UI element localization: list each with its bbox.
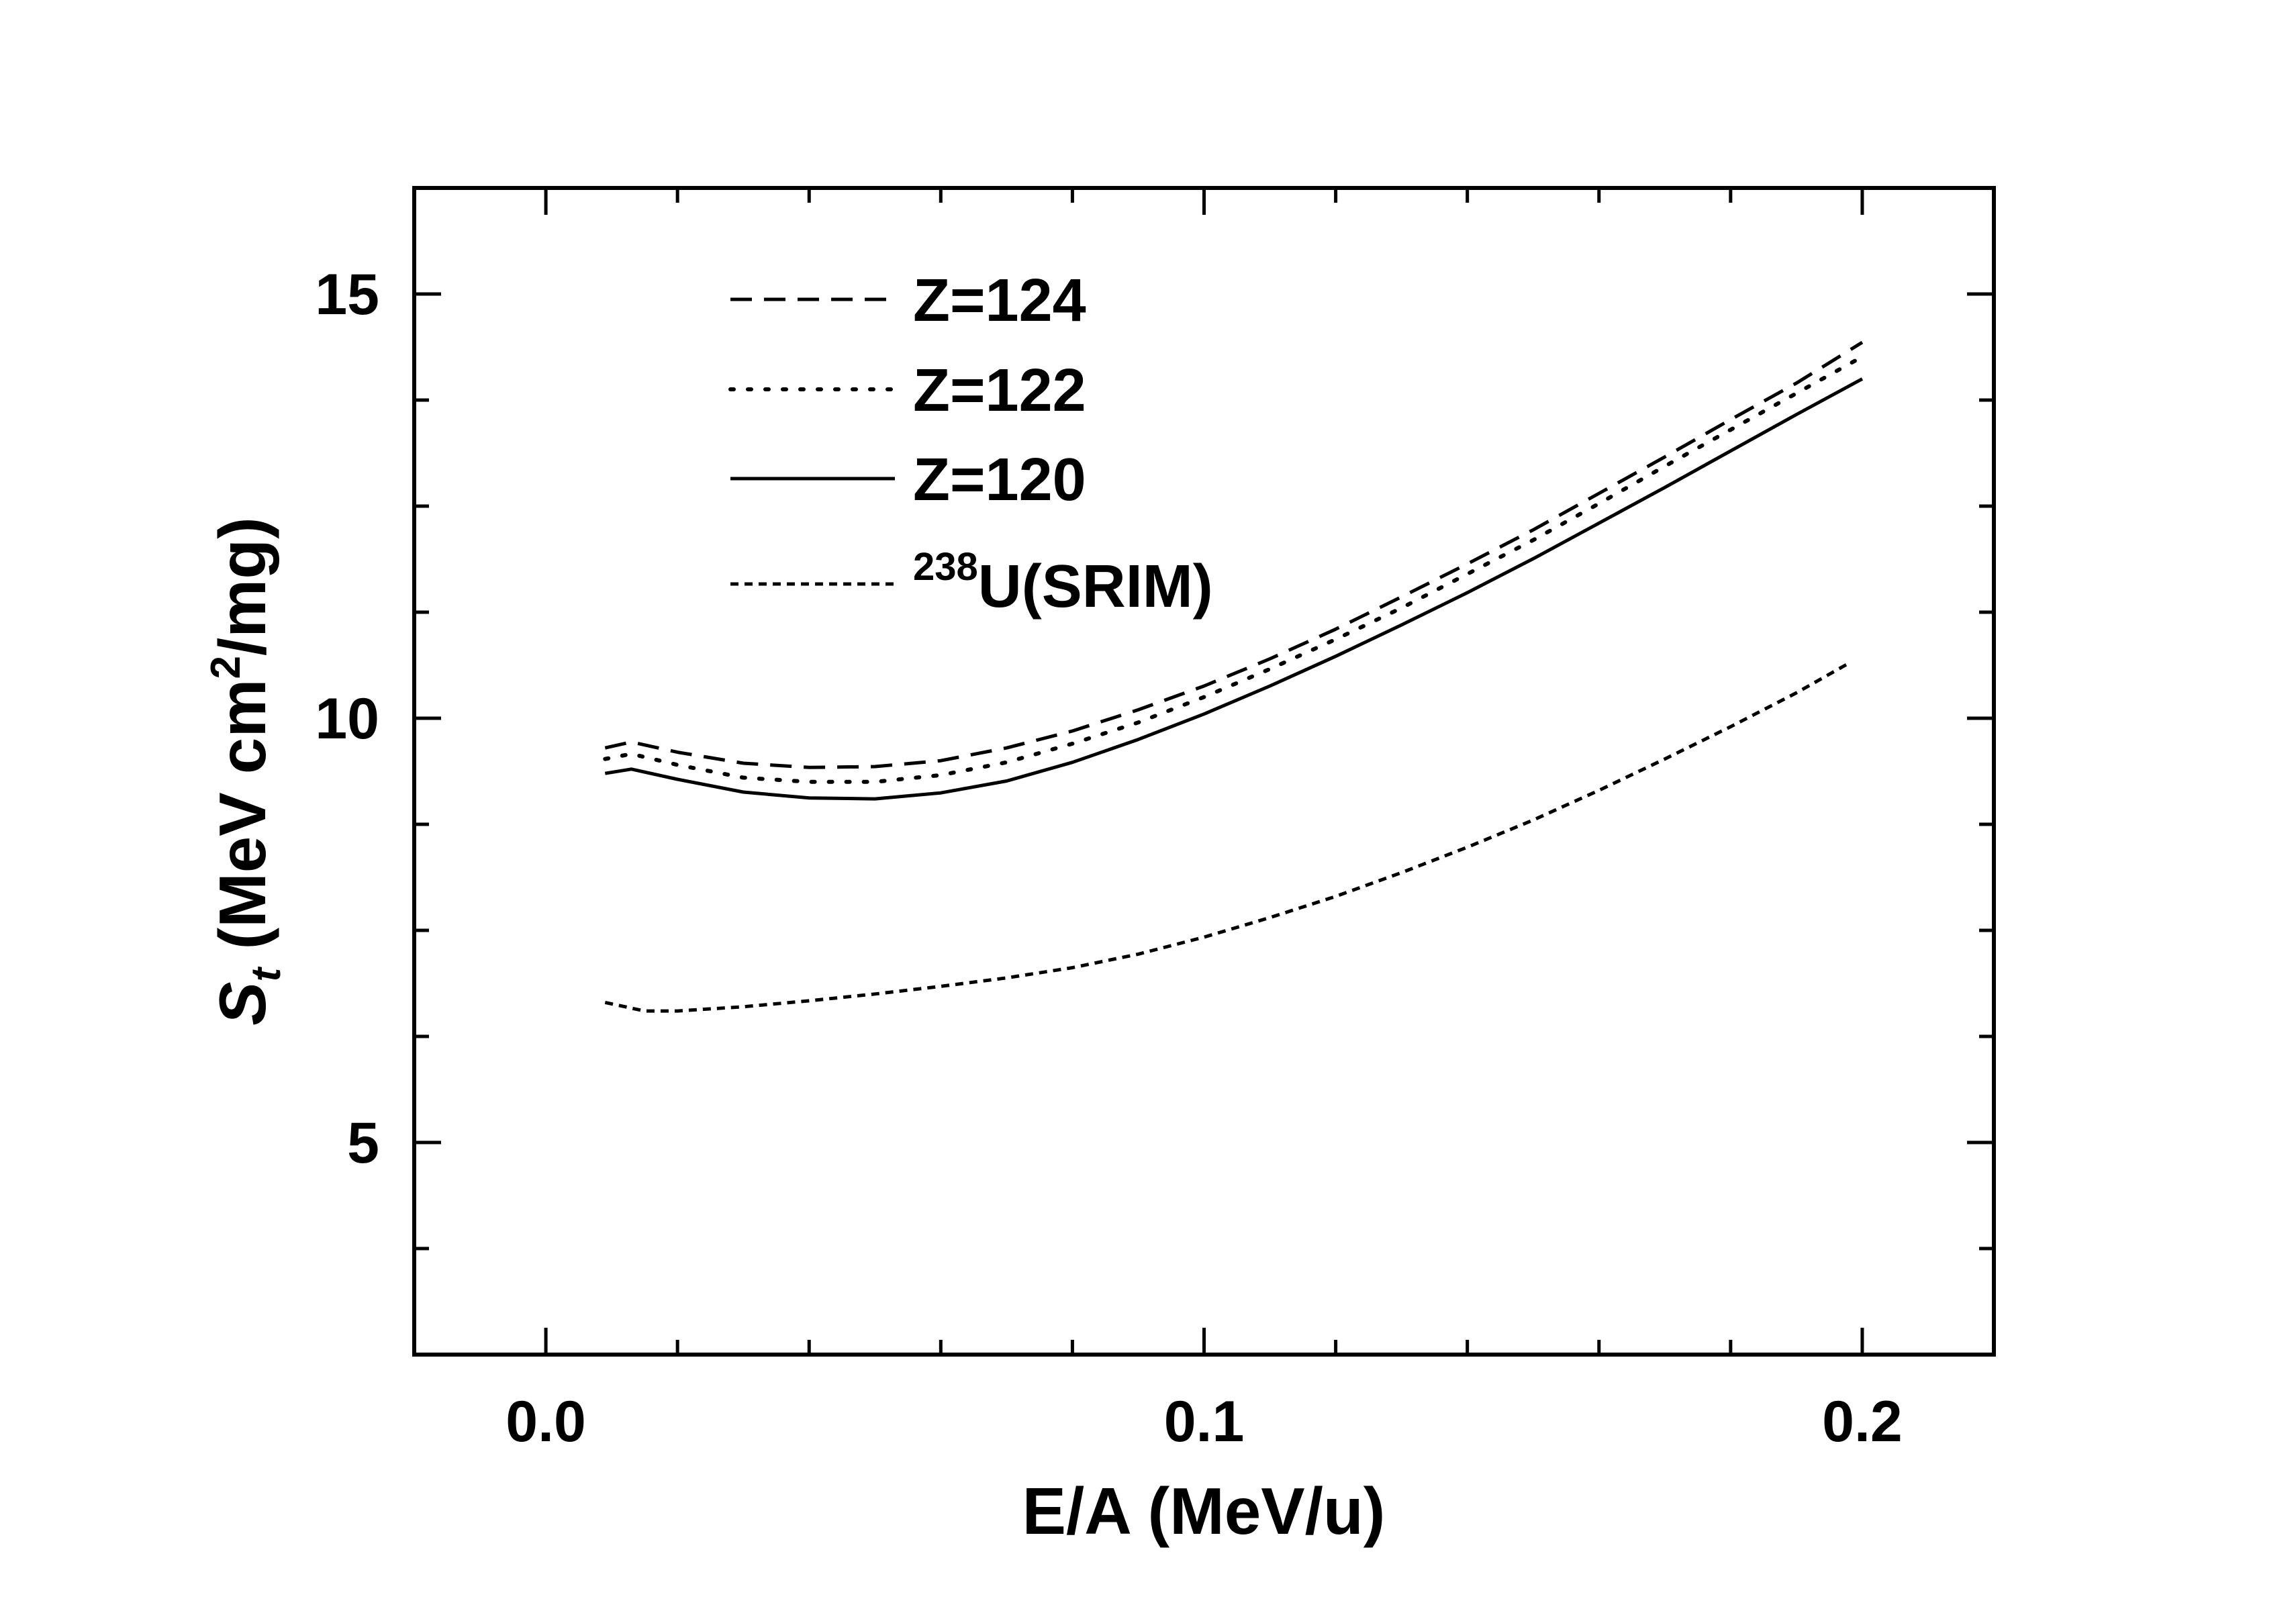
series-line-1 <box>603 354 1864 784</box>
y-tick-label-0: 5 <box>347 1111 379 1175</box>
legend-label-z124: Z=124 <box>913 267 1086 334</box>
y-axis-title-superscript: 2 <box>203 656 249 679</box>
y-axis-title-subscript: t <box>243 966 289 981</box>
legend-label-u238: 238U(SRIM) <box>913 545 1213 620</box>
x-tick-label-0: 0.0 <box>506 1389 586 1454</box>
y-axis-title-unit-start: (MeV cm <box>205 679 279 968</box>
series-line-2 <box>604 377 1864 801</box>
legend: Z=124 Z=122 Z=120 238U(SRIM) <box>728 267 1213 620</box>
tick-labels-layer: 0.0 0.1 0.2 5 10 15 <box>315 262 1902 1454</box>
legend-item-z124: Z=124 <box>730 267 1086 334</box>
y-tick-label-1: 10 <box>315 687 379 751</box>
series-line-0 <box>604 340 1864 769</box>
y-axis-title-unit-end: /mg) <box>205 517 279 656</box>
series-line-3 <box>604 661 1850 1013</box>
legend-label-z120: Z=120 <box>913 446 1086 514</box>
legend-item-u238: 238U(SRIM) <box>730 545 1213 620</box>
ticks-layer <box>414 188 1994 1355</box>
y-axis-title-symbol: S <box>205 981 279 1025</box>
legend-label-u238-mass-number: 238 <box>913 545 978 589</box>
x-tick-label-1: 0.1 <box>1164 1389 1245 1454</box>
x-tick-label-2: 0.2 <box>1822 1389 1903 1454</box>
legend-label-u238-text: U(SRIM) <box>978 553 1213 620</box>
series-layer <box>603 340 1864 1013</box>
y-tick-label-2: 15 <box>315 262 379 327</box>
legend-label-z122: Z=122 <box>913 357 1086 424</box>
x-axis-title: E/A (MeV/u) <box>1022 1474 1386 1548</box>
plot-area-frame <box>412 186 1996 1357</box>
legend-item-z122: Z=122 <box>728 357 1086 424</box>
y-axis-title: St (MeV cm2/mg) <box>203 517 289 1026</box>
legend-item-z120: Z=120 <box>730 446 1086 514</box>
